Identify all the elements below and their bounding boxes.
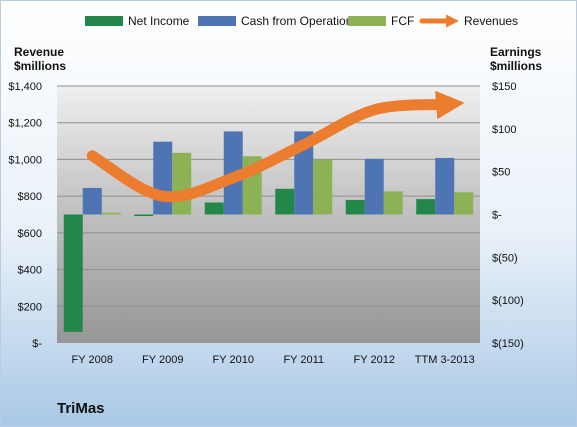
bar-cash-from-operations-fy-2008 [82, 187, 102, 215]
category-label-fy-2008: FY 2008 [72, 354, 113, 366]
left-tick-label: $200 [18, 301, 42, 313]
legend-label-revenues: Revenues [464, 14, 518, 28]
legend: Net Income Cash from Operations FCF Reve… [85, 14, 518, 28]
right-tick-label: $50 [492, 167, 510, 179]
revenue-line-layer [86, 90, 465, 203]
right-axis-title-line1: Earnings [490, 45, 542, 59]
category-label-fy-2012: FY 2012 [354, 354, 395, 366]
category-label-fy-2009: FY 2009 [142, 354, 183, 366]
bar-net-income-fy-2009 [134, 214, 154, 216]
bar-net-income-fy-2010 [204, 202, 224, 215]
bar-cash-from-operations-fy-2012 [364, 158, 384, 215]
right-axis-ticks: $(150) $(100) $(50) $- $50 $100 $150 [492, 81, 524, 350]
category-label-ttm-3-2013: TTM 3-2013 [415, 354, 475, 366]
bar-cash-from-operations-ttm-3-2013 [435, 157, 455, 215]
right-tick-label: $(150) [492, 338, 524, 350]
right-tick-label: $100 [492, 124, 516, 136]
bar-fcf-ttm-3-2013 [454, 192, 474, 215]
plot-area [57, 86, 480, 343]
right-tick-label: $(100) [492, 295, 524, 307]
bar-net-income-fy-2012 [345, 199, 365, 215]
left-tick-label: $1,200 [8, 118, 42, 130]
left-tick-label: $- [32, 338, 42, 350]
right-tick-label: $150 [492, 81, 516, 93]
right-tick-label: $(50) [492, 252, 518, 264]
legend-swatch-cash-from-operations [198, 16, 236, 26]
right-axis-title-line2: $millions [490, 59, 542, 73]
left-tick-label: $400 [18, 265, 42, 277]
legend-label-cash-from-operations: Cash from Operations [241, 14, 358, 28]
left-tick-label: $1,400 [8, 81, 42, 93]
bar-net-income-ttm-3-2013 [416, 199, 436, 215]
bar-fcf-fy-2011 [313, 159, 333, 215]
bar-net-income-fy-2011 [275, 188, 295, 215]
bar-net-income-fy-2008 [63, 214, 83, 332]
company-title: TriMas [57, 400, 105, 417]
left-tick-label: $600 [18, 228, 42, 240]
category-label-fy-2011: FY 2011 [283, 354, 324, 366]
revenue-line [86, 90, 465, 203]
legend-swatch-fcf [348, 16, 386, 26]
bar-fcf-fy-2008 [101, 212, 121, 215]
right-tick-label: $- [492, 210, 502, 222]
legend-label-net-income: Net Income [128, 14, 190, 28]
left-axis-title-line1: Revenue [14, 45, 64, 59]
bar-cash-from-operations-fy-2009 [153, 141, 173, 215]
left-tick-label: $1,000 [8, 154, 42, 166]
gridlines [57, 85, 480, 307]
left-axis-ticks: $- $200 $400 $600 $800 $1,000 $1,200 $1,400 [8, 81, 42, 350]
category-labels: FY 2008 FY 2009 FY 2010 FY 2011 FY 2012 TTM 3… [72, 354, 475, 366]
bar-fcf-fy-2012 [383, 191, 403, 215]
legend-swatch-net-income [85, 16, 123, 26]
bar-fcf-fy-2009 [172, 152, 192, 215]
category-label-fy-2010: FY 2010 [213, 354, 254, 366]
left-tick-label: $800 [18, 191, 42, 203]
legend-label-fcf: FCF [391, 14, 414, 28]
left-axis-title-line2: $millions [14, 59, 66, 73]
